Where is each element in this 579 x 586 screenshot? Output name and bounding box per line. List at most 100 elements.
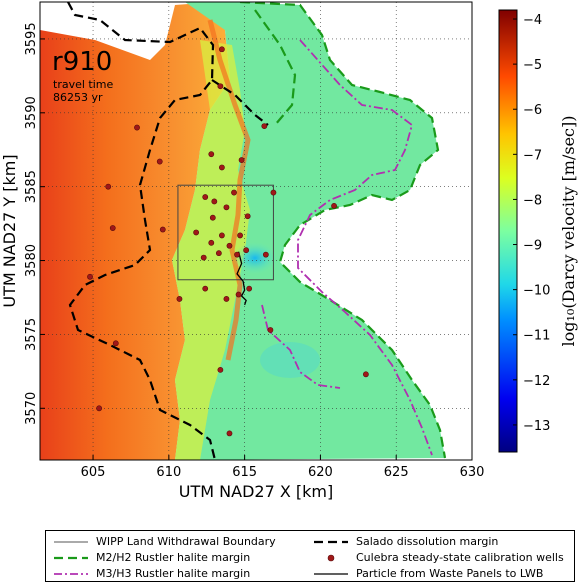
- colorbar-tick-label: −9: [523, 239, 542, 254]
- thin-line-icon: [54, 541, 88, 542]
- calibration-well-marker: [223, 204, 230, 211]
- orange-channel: [207, 19, 251, 361]
- calibration-well-marker: [223, 296, 230, 302]
- calibration-well-marker: [109, 225, 116, 231]
- x-tick-label: 615: [232, 465, 257, 480]
- y-axis-ticks: 3570 3575 3580 3585 3590 3595: [24, 22, 45, 425]
- y-tick-label: 3570: [24, 392, 39, 425]
- transition-band: [172, 40, 250, 460]
- velocity-map: [40, 2, 472, 460]
- legend-item-m3-h3: M3/H3 Rustler halite margin: [54, 567, 250, 580]
- legend-label: Culebra steady-state calibration wells: [356, 551, 564, 564]
- y-axis-label: UTM NAD27 Y [km]: [0, 154, 19, 307]
- calibration-well-marker: [209, 214, 216, 221]
- calibration-well-marker: [231, 189, 237, 196]
- low-velocity-spot-south: [260, 342, 320, 378]
- legend-label: M2/H2 Rustler halite margin: [96, 551, 251, 564]
- calibration-well-marker: [202, 194, 209, 200]
- colorbar-tick-label: −5: [523, 58, 542, 73]
- m2-h2-inner-margin: [254, 9, 297, 126]
- purple-dashdot-line-icon: [54, 572, 88, 575]
- colorbar-tick-label: −11: [523, 329, 550, 344]
- grid-lines: [40, 2, 473, 460]
- plot-frame: [39, 1, 473, 461]
- x-tick-label: 625: [384, 465, 409, 480]
- calibration-well-marker: [211, 198, 218, 205]
- legend-label: WIPP Land Withdrawal Boundary: [96, 535, 276, 548]
- legend-label: Salado dissolution margin: [356, 535, 499, 548]
- panel-title: r910: [52, 47, 112, 77]
- calibration-well-marker: [202, 285, 209, 292]
- colorbar-tick-label: −7: [523, 148, 542, 163]
- legend-label: M3/H3 Rustler halite margin: [96, 567, 251, 580]
- calibration-well-marker: [267, 327, 274, 333]
- calibration-well-marker: [159, 226, 166, 233]
- x-tick-label: 630: [460, 465, 485, 480]
- colorbar-tick-label: −6: [523, 103, 542, 118]
- salado-dissolution-margin-east: [211, 79, 269, 126]
- margin-contours: [67, 2, 447, 460]
- y-tick-label: 3580: [24, 244, 39, 277]
- particle-trajectory: [236, 251, 247, 306]
- x-axis-label: UTM NAD27 X [km]: [179, 482, 333, 501]
- calibration-well-marker: [226, 430, 233, 437]
- calibration-well-marker: [105, 183, 112, 190]
- m2-h2-rustler-halite-margin: [239, 2, 447, 459]
- m3-h3-rustler-halite-margin: [297, 39, 433, 456]
- calibration-well-marker: [87, 273, 93, 280]
- calibration-well-marker: [217, 83, 224, 90]
- calibration-well-marker: [331, 202, 337, 209]
- y-tick-label: 3595: [24, 22, 39, 55]
- calibration-well-marker: [262, 251, 269, 258]
- m3-h3-west-margin: [261, 304, 341, 389]
- wipp-boundary-rect: [177, 184, 274, 281]
- west-high-velocity-region: [40, 2, 230, 460]
- colorbar-tick-label: −8: [523, 193, 542, 208]
- x-axis-ticks: 605 610 615 620 625 630: [81, 455, 485, 480]
- calibration-well-marker: [235, 291, 242, 298]
- colorbar-tick-label: −13: [523, 419, 550, 434]
- calibration-wells: [87, 46, 369, 437]
- calibration-well-marker: [176, 296, 183, 302]
- calibration-well-marker: [193, 229, 200, 236]
- particle-path: [236, 251, 247, 306]
- calibration-well-marker: [237, 232, 243, 239]
- calibration-well-marker: [208, 151, 215, 158]
- colorbar-tick-label: −12: [523, 374, 550, 389]
- legend: WIPP Land Withdrawal Boundary Salado dis…: [45, 530, 575, 582]
- black-solid-line-icon: [314, 572, 348, 575]
- legend-item-salado: Salado dissolution margin: [314, 535, 498, 548]
- colorbar-tick-label: −4: [523, 13, 542, 28]
- y-tick-label: 3590: [24, 96, 39, 129]
- black-dashed-line-icon: [314, 540, 348, 543]
- calibration-well-marker: [217, 366, 224, 373]
- travel-time-label: travel time: [53, 78, 113, 91]
- colorbar-ticks: −13 −12 −11 −10 −9 −8 −7 −6 −5 −4: [513, 13, 550, 434]
- colorbar: [498, 9, 518, 453]
- calibration-well-marker: [218, 232, 225, 239]
- x-tick-label: 610: [156, 465, 181, 480]
- legend-item-wells: Culebra steady-state calibration wells: [314, 551, 564, 564]
- colorbar-tick-label: −10: [523, 284, 550, 299]
- legend-item-particle: Particle from Waste Panels to LWB: [314, 567, 543, 580]
- salado-dissolution-margin: [67, 2, 217, 460]
- calibration-well-marker: [215, 250, 222, 257]
- calibration-well-marker: [134, 124, 140, 131]
- calibration-well-marker: [243, 247, 250, 254]
- travel-time-value: 86253 yr: [53, 91, 103, 104]
- legend-item-m2-h2: M2/H2 Rustler halite margin: [54, 551, 250, 564]
- calibration-well-marker: [218, 46, 225, 53]
- y-tick-label: 3575: [24, 318, 39, 351]
- y-tick-label: 3585: [24, 170, 39, 203]
- calibration-well-marker: [244, 213, 251, 220]
- legend-label: Particle from Waste Panels to LWB: [356, 567, 544, 580]
- x-tick-label: 620: [308, 465, 333, 480]
- calibration-well-marker: [208, 239, 215, 246]
- calibration-well-marker: [218, 164, 225, 171]
- calibration-well-marker: [234, 251, 240, 258]
- colorbar-label: log₁₀(Darcy velocity [m/sec]): [559, 116, 578, 347]
- well-marker-icon: [327, 554, 335, 561]
- calibration-well-marker: [112, 340, 119, 347]
- calibration-well-marker: [96, 405, 103, 412]
